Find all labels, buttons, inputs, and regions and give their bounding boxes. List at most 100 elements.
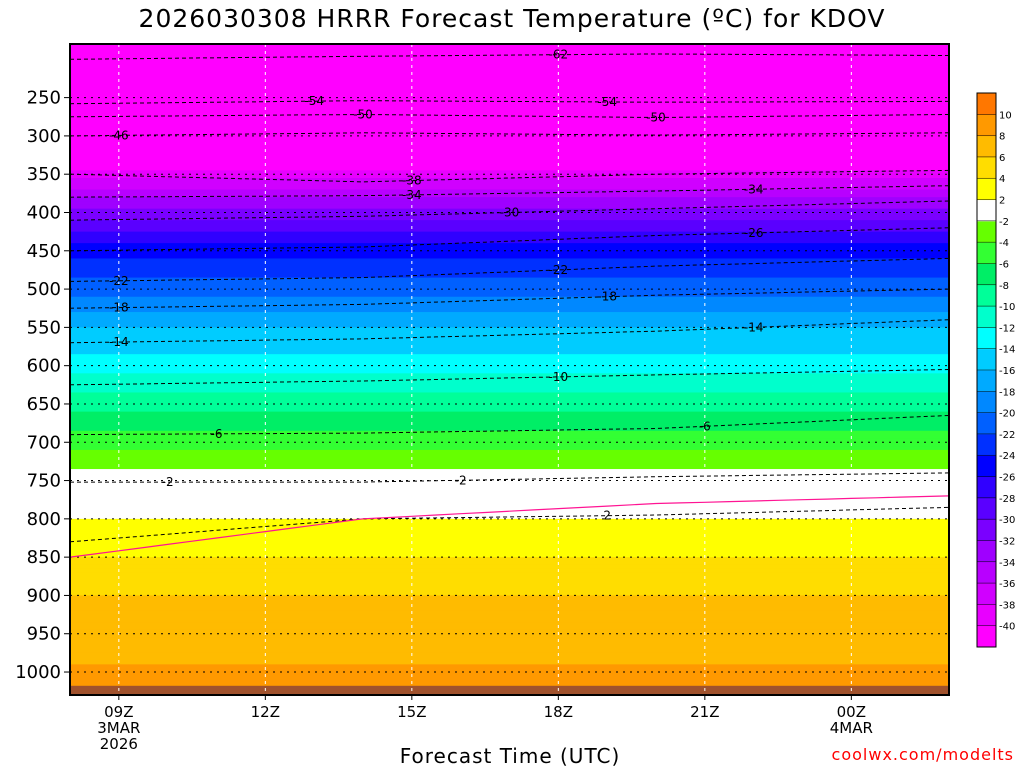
field-band [70,492,949,497]
colorbar-label: -18 [999,387,1015,398]
isotherm-label: -18 [109,301,129,315]
field-band [70,572,949,577]
field-band [70,170,949,175]
field-band [70,101,949,106]
field-band [70,289,949,294]
field-band [70,354,949,359]
colorbar-swatch [977,455,996,478]
field-band [70,292,949,298]
field-band [70,139,949,145]
y-tick-label: 950 [27,624,61,645]
field-band [70,407,949,413]
y-tick-label: 550 [27,317,61,338]
y-axis: 250 300 350 400 450 500 550 600 650 700 750 800 850 9… [15,88,70,683]
colorbar-label: -10 [999,302,1015,313]
field-band [70,679,949,685]
field-band [70,55,949,60]
y-tick-label: 250 [27,88,61,109]
field-band [70,216,949,221]
field-band [70,63,949,68]
field-band [70,59,949,64]
y-tick-label: 450 [27,241,61,262]
field-band [70,461,949,466]
y-tick-label: 700 [27,432,61,453]
field-band [70,120,949,126]
temperature-field [70,44,949,695]
field-band [70,426,949,432]
colorbar-label: 4 [999,174,1005,185]
field-band [70,346,949,351]
field-band [70,373,949,378]
field-band [70,488,949,493]
field-band [70,350,949,355]
credit-link[interactable]: coolwx.com/modelts [831,745,1014,764]
field-band [70,614,949,620]
field-band [70,109,949,114]
colorbar-label: 10 [999,110,1012,121]
colorbar-swatch [977,561,996,584]
field-band [70,166,949,171]
field-band [70,675,949,681]
colorbar-swatch [977,242,996,264]
field-band [70,135,949,141]
colorbar-label: -2 [999,217,1009,228]
field-band [70,553,949,558]
field-band [70,403,949,409]
field-band [70,610,949,616]
isotherm-label: -54 [304,94,324,108]
colorbar-swatch [977,433,996,456]
colorbar-label: -14 [999,345,1015,356]
field-band [70,656,949,662]
field-band [70,158,949,164]
field-band [70,300,949,305]
isotherm-label: -62 [549,48,569,62]
field-band [70,449,949,455]
isotherm-contours: -62-54 -54-50 -50-46-38-34 -34-30-26-22-22-… [70,48,949,558]
y-tick-label: 650 [27,394,61,415]
field-band [70,530,949,535]
field-band [70,453,949,459]
field-band [70,664,949,669]
colorbar-label: -6 [999,259,1009,270]
isotherm-label: -2 [162,475,174,489]
colorbar-label: -20 [999,409,1015,420]
field-band [70,568,949,574]
field-band [70,495,949,501]
field-band [70,480,949,485]
y-tick-label: 850 [27,547,61,568]
isotherm-label: -6 [211,427,223,441]
field-band [70,511,949,516]
field-band [70,526,949,531]
field-band [70,269,949,275]
field-band [70,606,949,612]
field-band [70,281,949,286]
field-band [70,273,949,279]
field-band [70,47,949,53]
field-band [70,541,949,547]
colorbar-label: -16 [999,366,1015,377]
field-band [70,208,949,214]
field-band [70,220,949,225]
field-band [70,587,949,593]
colorbar-swatch [977,93,996,115]
y-tick-label: 800 [27,509,61,530]
field-band [70,645,949,650]
field-band [70,197,949,202]
field-band [70,189,949,194]
isotherm-label: -18 [597,290,617,304]
isotherm-label: -34 [744,182,764,196]
field-band [70,223,949,229]
field-band [70,411,949,417]
colorbar-swatch [977,114,996,137]
colorbar-swatch [977,263,996,286]
field-band [70,580,949,585]
field-band [70,246,949,252]
field-band [70,423,949,428]
colorbar-label: -38 [999,600,1015,611]
field-band [70,660,949,665]
field-band [70,564,949,570]
field-band [70,641,949,646]
field-band [70,323,949,328]
field-band [70,419,949,424]
field-band [70,338,949,344]
